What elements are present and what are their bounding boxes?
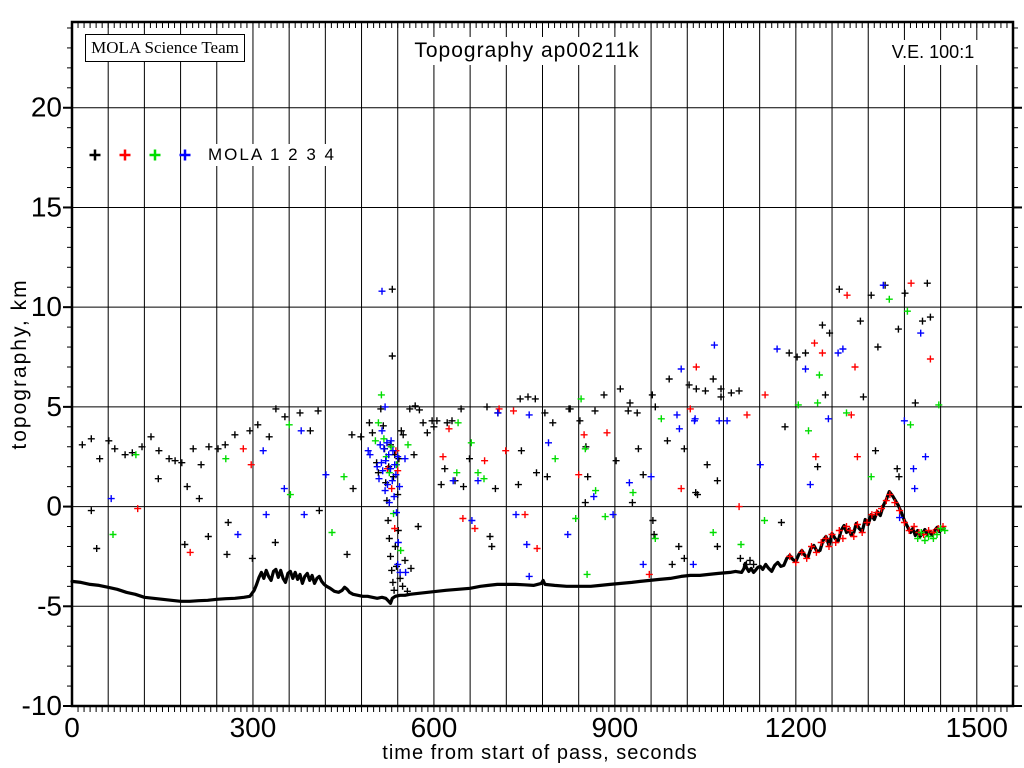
chart-title: Topography ap00211k xyxy=(404,37,650,65)
scatter-mola-2 xyxy=(134,279,947,578)
legend-label: MOLA 1 2 3 4 xyxy=(203,144,341,166)
y-tick-label: 10 xyxy=(31,291,62,322)
credit-box: MOLA Science Team xyxy=(85,34,245,62)
plot-frame xyxy=(70,20,1015,708)
y-axis-title: topography, km xyxy=(8,278,31,450)
ground-track-line xyxy=(70,490,946,605)
y-tick-label: -5 xyxy=(37,590,62,621)
y-tick-labels: -10 -5 0 5 10 15 20 xyxy=(22,92,62,721)
y-tick-label: 15 xyxy=(31,191,62,222)
legend-markers xyxy=(89,149,191,161)
x-tick-label: 600 xyxy=(411,712,458,743)
x-axis-title: time from start of pass, seconds xyxy=(382,742,698,764)
y-tick-label: 0 xyxy=(46,491,62,522)
legend-marker-mola-2 xyxy=(119,149,131,161)
legend-marker-mola-1 xyxy=(89,149,101,161)
legend-marker-mola-4 xyxy=(179,149,191,161)
scatter-mola-3 xyxy=(109,295,949,578)
grid-lines xyxy=(72,22,1013,706)
scatter-mola-4 xyxy=(107,281,929,580)
x-tick-label: 900 xyxy=(592,712,639,743)
y-tick-label: 5 xyxy=(46,391,62,422)
x-tick-label: 1200 xyxy=(765,712,827,743)
scatter-mola-1 xyxy=(78,279,934,595)
x-tick-label: 300 xyxy=(230,712,277,743)
x-tick-label: 1500 xyxy=(946,712,1008,743)
y-tick-label: -10 xyxy=(22,690,62,721)
legend-marker-mola-3 xyxy=(149,149,161,161)
x-tick-label: 0 xyxy=(64,712,80,743)
vertical-exaggeration-label: V.E. 100:1 xyxy=(883,40,983,65)
credit-text: MOLA Science Team xyxy=(91,38,239,57)
y-tick-label: 20 xyxy=(31,92,62,123)
x-tick-labels: 0 300 600 900 1200 1500 xyxy=(64,712,1008,743)
